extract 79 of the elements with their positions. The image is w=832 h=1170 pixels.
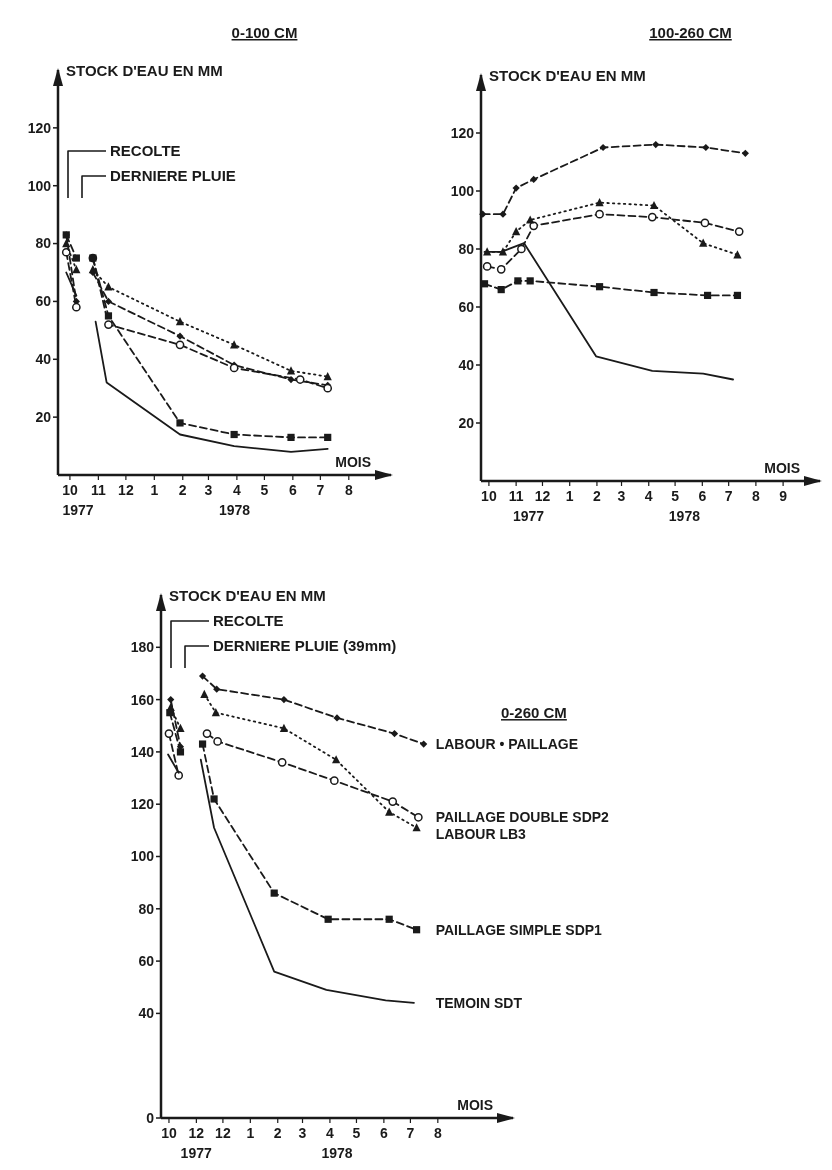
y-tick-label: 0: [146, 1109, 155, 1126]
x-tick-label: 11: [90, 482, 106, 498]
y-tick-label: 120: [27, 119, 52, 136]
chart-title: 0-100 CM: [231, 24, 298, 41]
text: 1978: [668, 508, 701, 524]
y-axis-title: STOCK D'EAU EN MM: [66, 62, 223, 79]
text: 1977: [512, 508, 545, 524]
y-tick-label: 60: [35, 293, 52, 310]
x-tick-label: 10: [62, 482, 78, 498]
x-tick-label: 5: [260, 482, 269, 498]
text: 1977: [62, 502, 94, 518]
x-tick-label: 1: [246, 1125, 255, 1141]
x-tick-label: 7: [406, 1125, 415, 1141]
chart-title: 100-260 CM: [649, 24, 732, 41]
x-tick-label: 12: [534, 488, 551, 504]
annotation: DERNIERE PLUIE: [110, 167, 236, 185]
annotation: RECOLTE: [213, 612, 284, 630]
x-tick-label: 2: [273, 1125, 282, 1141]
x-tick-label: 4: [644, 488, 653, 504]
y-tick-label: 60: [458, 298, 475, 315]
y-tick-label: 20: [35, 409, 52, 426]
x-tick-label: 1: [565, 488, 574, 504]
y-tick-label: 80: [35, 235, 52, 252]
y-tick-label: 160: [130, 691, 155, 708]
x-axis-title: MOIS: [457, 1097, 493, 1113]
x-tick-label: 2: [593, 488, 602, 504]
x-tick-label: 9: [779, 488, 788, 504]
text: 1978: [321, 1145, 353, 1161]
x-tick-label: 3: [298, 1125, 307, 1141]
y-tick-label: 180: [130, 639, 155, 656]
x-tick-label: 10: [481, 488, 497, 504]
y-tick-label: 100: [27, 177, 52, 194]
y-tick-label: 80: [458, 240, 475, 257]
x-tick-label: 11: [508, 488, 524, 504]
x-tick-label: 10: [161, 1125, 177, 1141]
x-tick-label: 6: [379, 1125, 388, 1141]
series-label: TEMOIN SDT: [435, 994, 523, 1011]
x-tick-label: 8: [751, 488, 760, 504]
x-tick-label: 6: [698, 488, 707, 504]
y-tick-label: 40: [138, 1005, 155, 1022]
x-tick-label: 4: [232, 482, 241, 498]
x-tick-label: 12: [188, 1125, 205, 1141]
x-tick-label: 8: [344, 482, 353, 498]
y-tick-label: 80: [138, 900, 155, 917]
x-tick-label: 4: [326, 1125, 335, 1141]
y-axis-title: STOCK D'EAU EN MM: [169, 587, 326, 604]
y-axis-title: STOCK D'EAU EN MM: [489, 67, 646, 84]
y-tick-label: 120: [130, 796, 155, 813]
x-tick-label: 5: [352, 1125, 361, 1141]
x-tick-label: 2: [178, 482, 187, 498]
series-label: PAILLAGE SIMPLE SDP1: [435, 921, 603, 938]
series-label: LABOUR • PAILLAGE: [435, 735, 578, 752]
y-tick-label: 60: [138, 953, 155, 969]
x-tick-label: 3: [617, 488, 626, 504]
series-label: PAILLAGE DOUBLE SDP2: [435, 809, 610, 826]
annotation: DERNIERE PLUIE (39mm): [213, 637, 397, 655]
x-tick-label: 12: [215, 1125, 231, 1141]
x-tick-label: 6: [288, 482, 297, 498]
y-tick-label: 40: [35, 351, 52, 368]
text: 1978: [218, 502, 251, 518]
y-tick-label: 140: [130, 743, 155, 760]
y-tick-label: 40: [458, 356, 475, 373]
x-tick-label: 8: [433, 1125, 442, 1141]
annotation: RECOLTE: [110, 142, 181, 160]
x-tick-label: 5: [671, 488, 680, 504]
x-axis-title: MOIS: [335, 454, 371, 470]
series-label: LABOUR LB3: [435, 826, 527, 843]
x-tick-label: 7: [316, 482, 325, 498]
x-tick-label: 1: [150, 482, 159, 498]
x-tick-label: 7: [724, 488, 733, 504]
x-tick-label: 12: [118, 482, 134, 498]
y-tick-label: 20: [458, 414, 475, 431]
text: 1977: [180, 1145, 212, 1161]
y-tick-label: 100: [130, 848, 155, 865]
y-tick-label: 100: [450, 182, 475, 199]
x-axis-title: MOIS: [764, 460, 800, 476]
text: 0-260 CM: [501, 704, 567, 722]
y-tick-label: 120: [450, 124, 475, 141]
x-tick-label: 3: [204, 482, 213, 498]
